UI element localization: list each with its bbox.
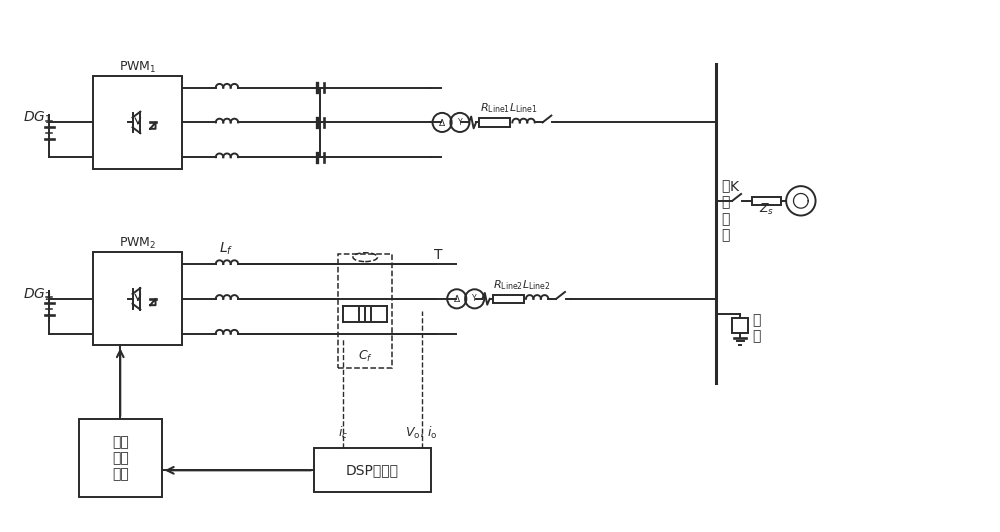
Text: 交
流
母
线: 交 流 母 线	[721, 179, 730, 242]
Bar	[752, 197, 781, 205]
Text: Y: Y	[472, 294, 477, 303]
Text: $DG_2$: $DG_2$	[23, 286, 52, 303]
Text: $C_f$: $C_f$	[358, 349, 373, 364]
Text: K: K	[730, 180, 739, 194]
Bar	[732, 319, 748, 333]
Text: $R_{\rm Line1}$: $R_{\rm Line1}$	[480, 102, 510, 115]
Text: PWM$_2$: PWM$_2$	[119, 236, 156, 252]
Text: PWM$_1$: PWM$_1$	[119, 60, 156, 75]
Text: 负
荷: 负 荷	[752, 313, 760, 343]
Bar	[314, 448, 431, 493]
Bar	[93, 252, 182, 345]
Bar	[493, 295, 524, 303]
Text: T: T	[434, 248, 443, 262]
Text: Y: Y	[458, 118, 462, 127]
Text: $Z_s$: $Z_s$	[759, 202, 774, 217]
Text: $V_{\rm o}$, $i_{\rm o}$: $V_{\rm o}$, $i_{\rm o}$	[405, 425, 438, 440]
Text: $L_{\rm Line2}$: $L_{\rm Line2}$	[522, 278, 551, 292]
Text: 开关
器件
驱动: 开关 器件 驱动	[112, 435, 129, 481]
Bar	[338, 254, 392, 368]
Text: $\Delta$: $\Delta$	[453, 293, 461, 304]
Text: $i_c$: $i_c$	[338, 425, 348, 440]
Bar	[93, 76, 182, 169]
Text: $L_f$: $L_f$	[219, 240, 234, 256]
Text: $L_{\rm Line1}$: $L_{\rm Line1}$	[509, 102, 537, 115]
Text: $\Delta$: $\Delta$	[438, 117, 446, 128]
Bar	[479, 118, 510, 127]
Text: $DG_1$: $DG_1$	[23, 110, 52, 126]
Bar	[79, 419, 162, 497]
Text: DSP控制板: DSP控制板	[346, 463, 399, 477]
Text: $R_{\rm Line2}$: $R_{\rm Line2}$	[493, 278, 523, 292]
